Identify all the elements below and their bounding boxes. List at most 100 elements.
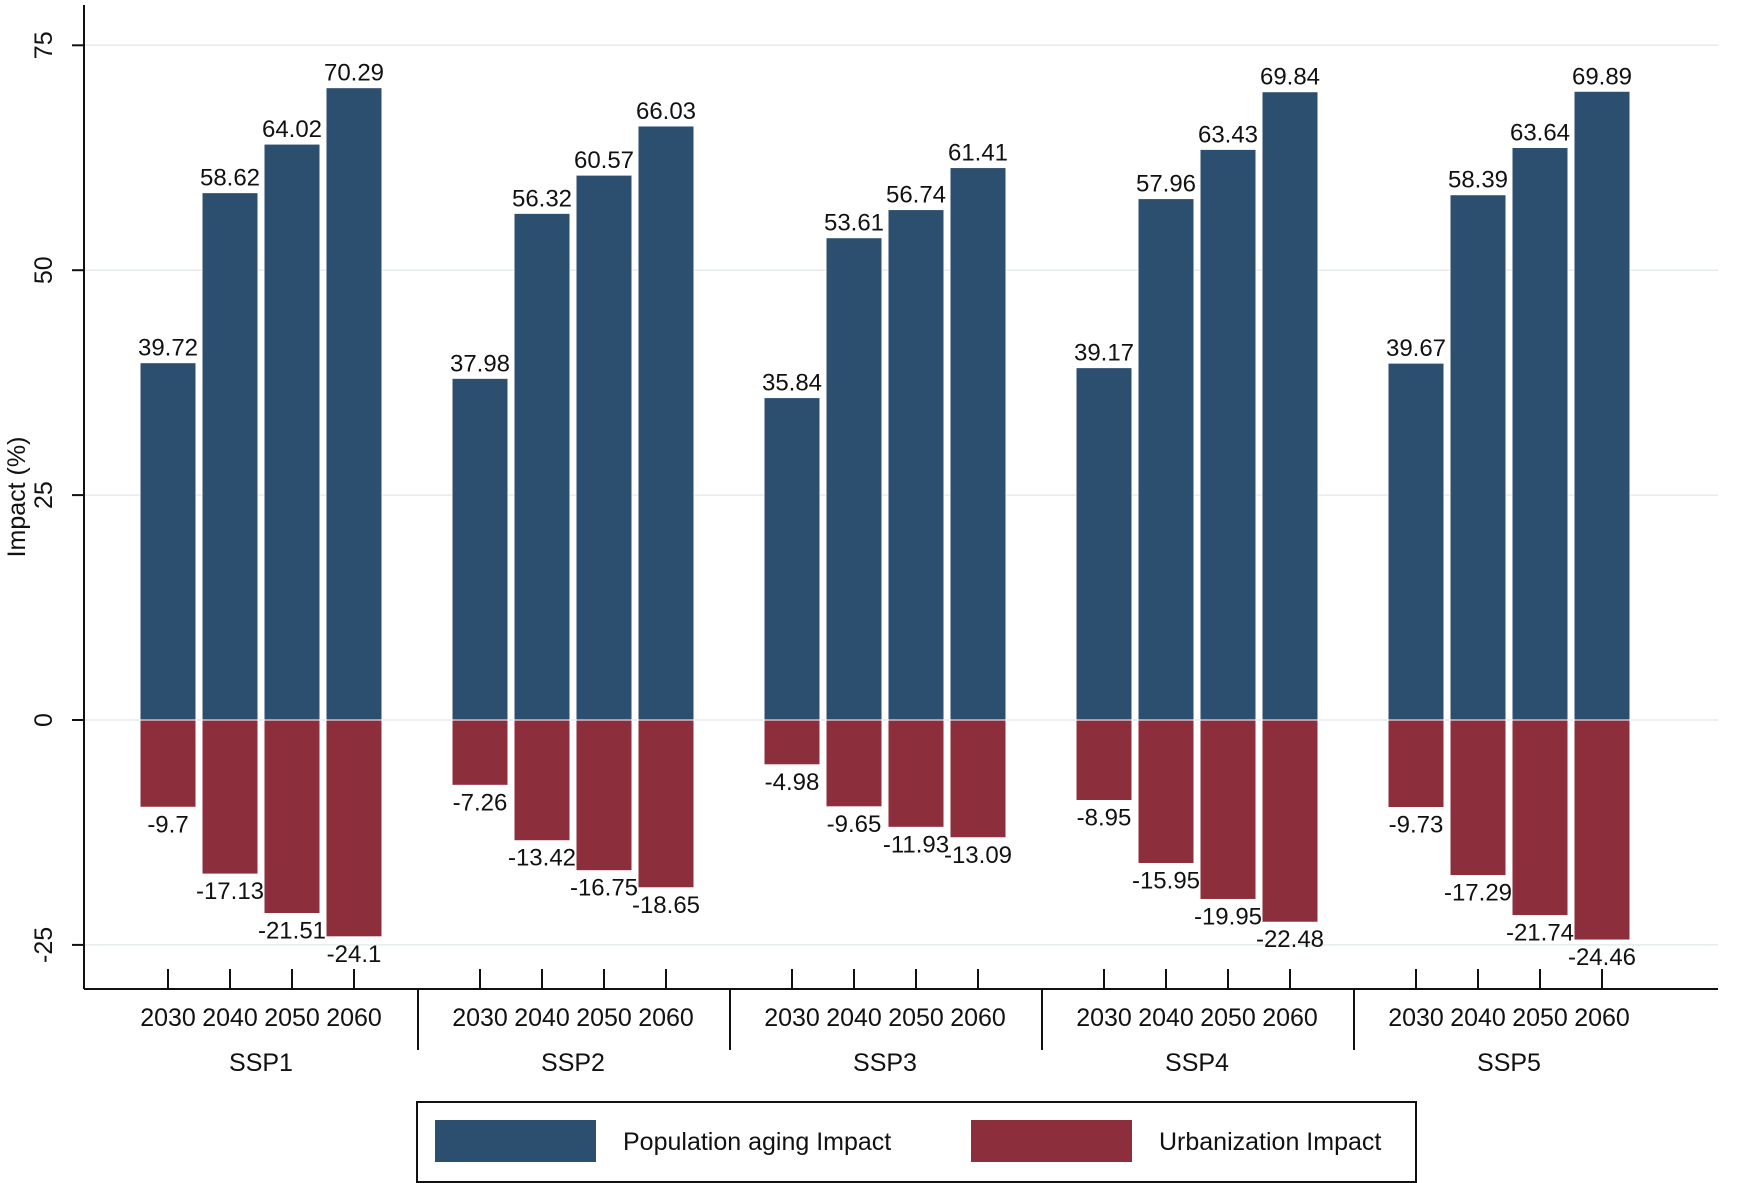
bar-population-aging-ssp4-2030 [1075,367,1133,721]
data-label-urbanization: -16.75 [570,875,638,902]
x-tick-label-year: 2040 [1450,1004,1506,1032]
bar-urbanization-ssp2-2040 [513,719,571,842]
bar-population-aging-ssp2-2040 [513,212,571,721]
x-tick-label-year: 2050 [1512,1004,1568,1032]
x-tick-label-year: 2030 [140,1004,196,1032]
data-label-urbanization: -22.48 [1256,926,1324,953]
bar-urbanization-ssp1-2060 [325,719,383,938]
bar-population-aging-ssp1-2050 [263,143,321,721]
x-tick-label-year: 2050 [264,1004,320,1032]
data-label-urbanization: -15.95 [1132,867,1200,894]
data-label-urbanization: -17.13 [196,878,264,905]
bar-population-aging-ssp2-2030 [451,377,509,721]
data-label-population-aging: 60.57 [574,147,634,174]
bar-population-aging-ssp3-2030 [763,397,821,721]
data-label-urbanization: -13.09 [944,842,1012,869]
data-label-urbanization: -17.29 [1444,880,1512,907]
bar-urbanization-ssp4-2050 [1199,719,1257,900]
x-group-label-ssp3: SSP3 [853,1049,917,1077]
bar-population-aging-ssp1-2040 [201,192,259,721]
data-labels: 39.72 -9.7 58.62 -17.13 64.02 -21.51 70.29 -24.… [138,60,1636,971]
bar-population-aging-ssp5-2030 [1387,362,1445,721]
data-label-population-aging: 57.96 [1136,171,1196,198]
data-label-urbanization: -9.65 [827,811,882,838]
x-group-label-ssp5: SSP5 [1477,1049,1541,1077]
y-ticks: -25 0 25 50 75 [30,31,84,963]
data-label-urbanization: -21.51 [258,918,326,945]
bar-urbanization-ssp5-2060 [1573,719,1631,941]
bar-urbanization-ssp3-2030 [763,719,821,766]
data-label-urbanization: -8.95 [1077,805,1132,832]
x-tick-label-year: 2060 [638,1004,694,1032]
legend-swatch-urbanization [971,1120,1132,1162]
data-label-population-aging: 39.72 [138,335,198,362]
x-tick-label-year: 2040 [202,1004,258,1032]
y-tick-label: 25 [30,481,58,509]
bar-population-aging-ssp4-2040 [1137,198,1195,721]
data-label-urbanization: -4.98 [765,769,820,796]
bar-urbanization-ssp2-2050 [575,719,633,872]
x-tick-label-year: 2030 [764,1004,820,1032]
data-label-urbanization: -18.65 [632,892,700,919]
data-label-urbanization: -9.73 [1389,812,1444,839]
legend: Population aging Impact Urbanization Imp… [416,1101,1417,1183]
data-label-urbanization: -9.7 [147,811,188,838]
bar-population-aging-ssp5-2040 [1449,194,1507,721]
x-tick-label-year: 2030 [1076,1004,1132,1032]
data-label-population-aging: 63.43 [1198,121,1258,148]
x-tick-label-year: 2040 [1138,1004,1194,1032]
bar-population-aging-ssp3-2040 [825,237,883,721]
data-label-population-aging: 63.64 [1510,119,1570,146]
bar-urbanization-ssp5-2050 [1511,719,1569,917]
bar-urbanization-ssp2-2060 [637,719,695,889]
data-label-urbanization: -11.93 [883,831,949,858]
bar-population-aging-ssp1-2030 [139,362,197,721]
data-label-population-aging: 39.17 [1074,340,1134,367]
x-tick-label-year: 2060 [326,1004,382,1032]
legend-label-population-aging: Population aging Impact [623,1128,891,1156]
bar-urbanization-ssp1-2030 [139,719,197,808]
x-tick-label-year: 2050 [888,1004,944,1032]
bar-population-aging-ssp5-2050 [1511,146,1569,721]
data-label-urbanization: -24.46 [1568,944,1636,971]
data-label-urbanization: -13.42 [508,845,576,872]
data-label-urbanization: -24.1 [327,941,382,968]
x-group-label-ssp4: SSP4 [1165,1049,1229,1077]
data-label-population-aging: 35.84 [762,370,822,397]
data-label-population-aging: 69.89 [1572,63,1632,90]
data-label-population-aging: 64.02 [262,116,322,143]
x-tick-label-year: 2060 [950,1004,1006,1032]
data-label-urbanization: -21.74 [1506,920,1574,947]
y-tick-label: 0 [30,713,58,727]
bar-urbanization-ssp3-2050 [887,719,945,828]
bar-urbanization-ssp4-2040 [1137,719,1195,864]
y-tick-label: 75 [30,31,58,59]
legend-swatch-population-aging [435,1120,596,1162]
x-tick-label-year: 2040 [514,1004,570,1032]
y-axis-label: Impact (%) [3,437,31,558]
x-tick-label-year: 2040 [826,1004,882,1032]
bars [139,87,1631,941]
x-tick-label-year: 2060 [1574,1004,1630,1032]
x-tick-label-year: 2030 [1388,1004,1444,1032]
data-label-population-aging: 58.39 [1448,167,1508,194]
bar-population-aging-ssp2-2060 [637,125,695,721]
data-label-population-aging: 70.29 [324,60,384,87]
axes: Impact (%) [3,5,1718,990]
bar-urbanization-ssp1-2040 [201,719,259,875]
bar-urbanization-ssp4-2060 [1261,719,1319,923]
data-label-population-aging: 53.61 [824,210,884,237]
x-tick-label-year: 2050 [1200,1004,1256,1032]
data-label-population-aging: 39.67 [1386,335,1446,362]
data-label-population-aging: 66.03 [636,98,696,125]
data-label-population-aging: 61.41 [948,140,1008,167]
data-label-population-aging: 56.32 [512,185,572,212]
data-label-population-aging: 56.74 [886,182,946,209]
x-tick-label-year: 2030 [452,1004,508,1032]
bar-population-aging-ssp1-2060 [325,87,383,721]
data-label-population-aging: 58.62 [200,165,260,192]
bar-urbanization-ssp2-2030 [451,719,509,786]
bar-urbanization-ssp4-2030 [1075,719,1133,802]
